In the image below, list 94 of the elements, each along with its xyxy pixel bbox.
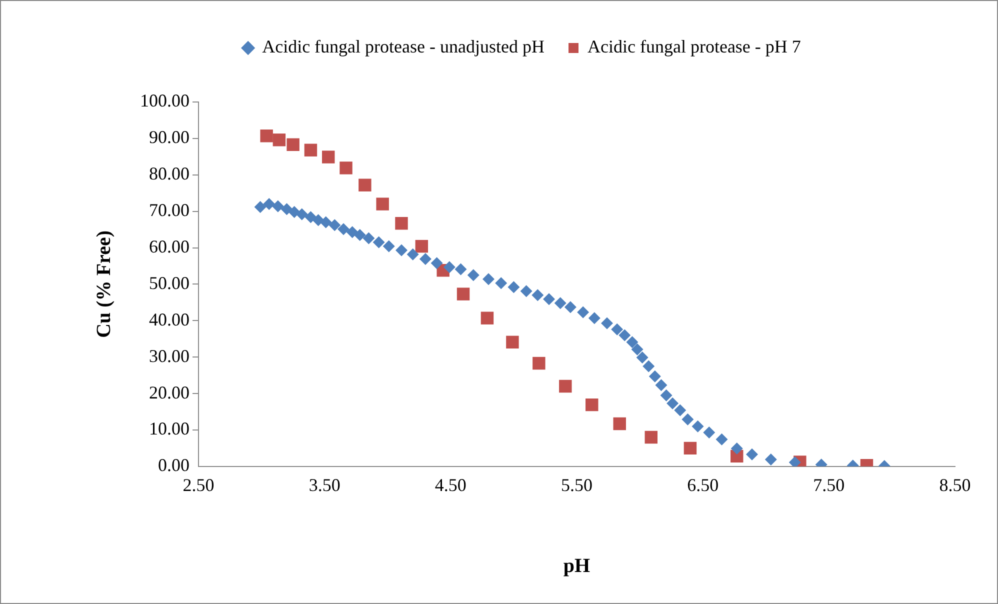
point (304, 144, 318, 156)
point (456, 288, 470, 300)
legend-label: Acidic fungal protease - unadjusted pH (262, 36, 545, 57)
y-axis-title: Cu (% Free) (93, 230, 116, 338)
point (588, 312, 600, 324)
point (288, 206, 300, 218)
point (467, 269, 480, 282)
point (286, 138, 300, 151)
point (764, 453, 777, 466)
x-tick-label: 2.50 (182, 474, 214, 495)
point (320, 216, 332, 228)
point (362, 232, 375, 244)
point (322, 150, 335, 164)
point (280, 203, 293, 216)
point (520, 285, 532, 298)
point (376, 198, 389, 210)
point (372, 236, 385, 248)
x-tick-label: 6.50 (687, 474, 719, 495)
point (666, 397, 679, 410)
point (613, 417, 626, 430)
point (508, 281, 520, 294)
y-tick-label: 90.00 (149, 127, 190, 148)
point (636, 351, 648, 364)
point (382, 240, 395, 252)
point (716, 433, 728, 446)
point (312, 214, 324, 226)
point (304, 211, 317, 224)
point (626, 336, 638, 348)
y-tick-label: 0.00 (158, 455, 190, 476)
point (703, 426, 716, 439)
y-tick-label: 50.00 (149, 272, 190, 293)
point (260, 130, 273, 142)
point (611, 323, 624, 336)
point (395, 244, 408, 256)
point (674, 404, 686, 416)
y-tick-label: 60.00 (149, 236, 190, 256)
point (495, 277, 508, 290)
point (543, 293, 556, 306)
x-tick-label: 5.50 (561, 474, 592, 495)
x-axis-title: pH (563, 555, 591, 578)
x-tick-label: 3.50 (308, 474, 340, 495)
point (340, 162, 352, 174)
point (564, 301, 576, 314)
point (631, 343, 644, 356)
y-tick-label: 20.00 (149, 382, 190, 402)
y-tick-label: 80.00 (149, 164, 190, 184)
point (586, 398, 598, 412)
y-tick-label: 30.00 (149, 346, 190, 366)
point (660, 389, 672, 402)
point (482, 273, 494, 286)
y-tick-label: 10.00 (149, 418, 190, 439)
point (692, 420, 704, 432)
point (730, 442, 743, 455)
point (554, 297, 566, 310)
y-tick-label: 70.00 (149, 200, 190, 220)
point (746, 448, 758, 460)
point (395, 216, 408, 230)
point (601, 317, 614, 330)
point (358, 178, 372, 192)
point (684, 442, 697, 455)
x-tick-label: 4.50 (434, 474, 466, 495)
point (443, 261, 456, 274)
point (577, 306, 590, 318)
legend-label: Acidic fungal protease - pH 7 (587, 36, 801, 57)
point (337, 223, 350, 236)
point (454, 263, 467, 276)
point (254, 200, 266, 213)
point (272, 134, 286, 146)
y-tick-label: 100.00 (140, 90, 190, 111)
point (419, 253, 432, 266)
x-tick-label: 7.50 (813, 474, 845, 495)
x-tick-label: 8.50 (939, 474, 971, 495)
point (346, 226, 358, 238)
point (430, 257, 443, 270)
point (272, 200, 284, 212)
point (296, 208, 308, 220)
point (559, 380, 572, 393)
y-tick-label: 40.00 (149, 309, 190, 330)
point (618, 329, 631, 342)
point (263, 198, 276, 210)
point (480, 312, 494, 324)
point (642, 360, 655, 372)
point (648, 370, 661, 382)
point (655, 379, 668, 392)
point (354, 229, 366, 242)
point (415, 240, 428, 253)
point (532, 289, 544, 302)
point (682, 413, 694, 426)
point (532, 356, 546, 370)
point (328, 219, 341, 232)
point (788, 456, 801, 466)
point (644, 430, 658, 444)
point (406, 248, 419, 260)
point (506, 336, 519, 349)
